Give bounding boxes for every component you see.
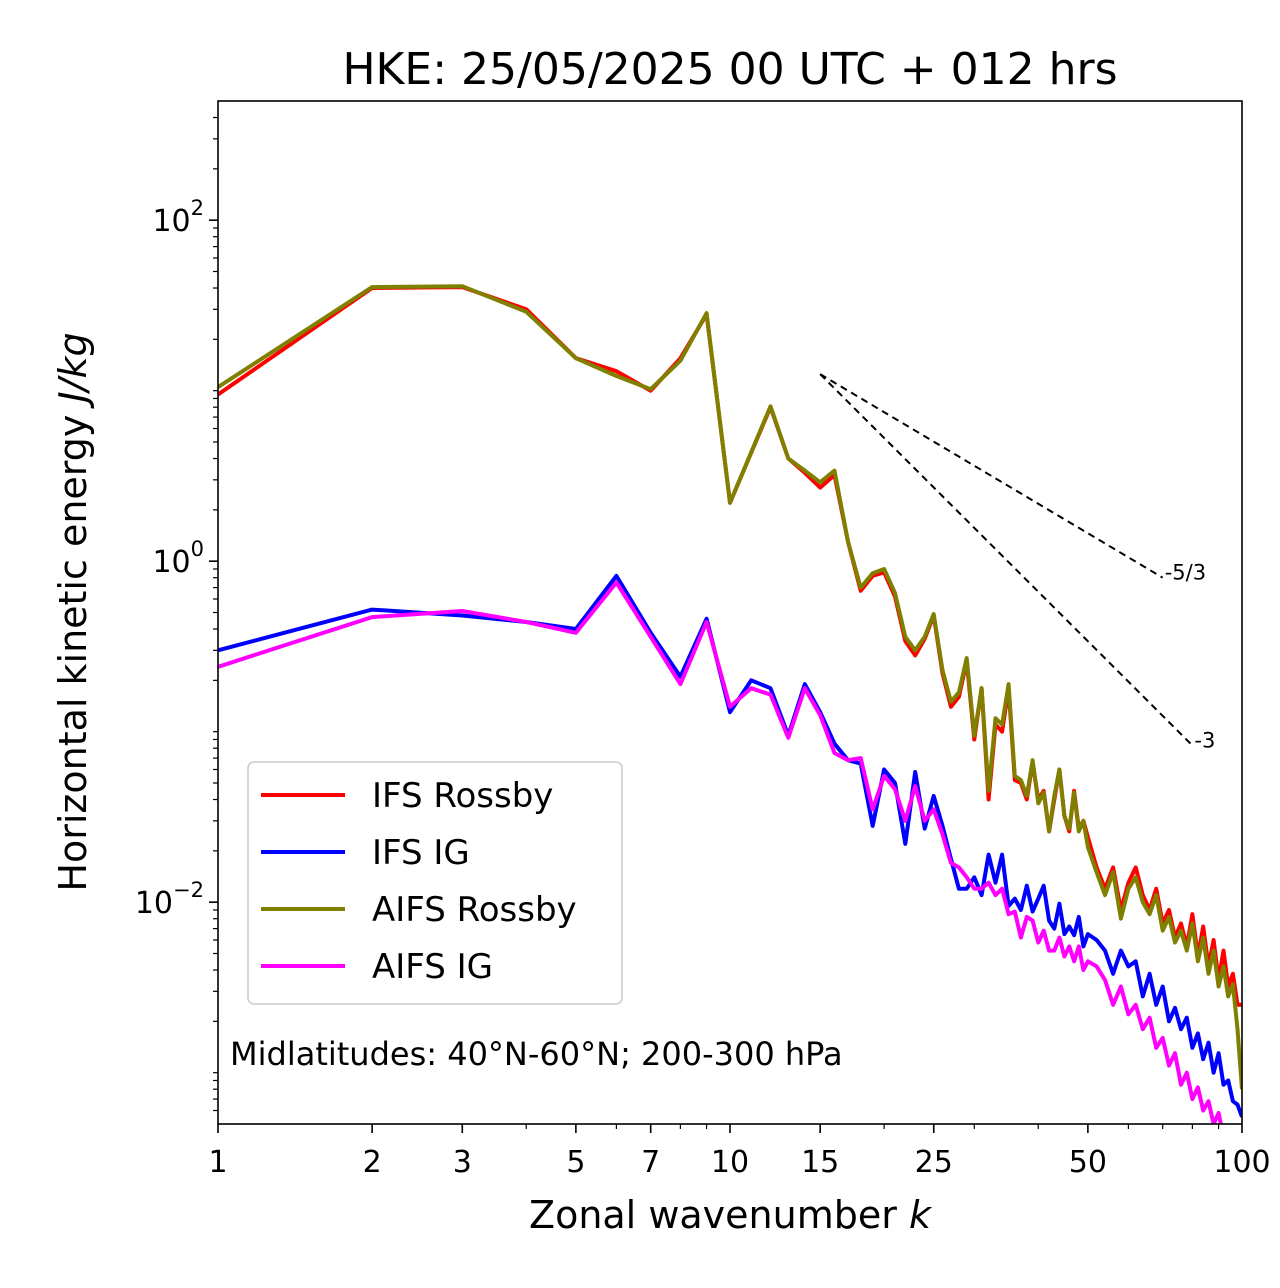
x-tick-label: 25 bbox=[915, 1145, 953, 1180]
reference-slope-label: -5/3 bbox=[1165, 561, 1206, 585]
y-tick-base: 10 bbox=[152, 204, 190, 239]
x-tick-label: 10 bbox=[711, 1145, 749, 1180]
legend: IFS Rossby IFS IG AIFS Rossby AIFS IG bbox=[247, 761, 623, 1005]
x-tick-label: 3 bbox=[453, 1145, 472, 1180]
reference-slope-lines: -5/3 -3 bbox=[819, 373, 1215, 752]
x-tick-label: 7 bbox=[641, 1145, 660, 1180]
series-line-aifs-rossby bbox=[218, 284, 1242, 1090]
y-tick-label: 100 bbox=[152, 537, 204, 580]
reference-slope-line bbox=[819, 373, 1164, 579]
reference-slope-line bbox=[819, 373, 1194, 747]
legend-label: IFS Rossby bbox=[372, 776, 553, 816]
x-axis-label-text: Zonal wavenumber bbox=[529, 1193, 909, 1237]
x-tick-label: 50 bbox=[1069, 1145, 1107, 1180]
y-tick-label: 10−2 bbox=[135, 878, 204, 921]
x-tick-label: 100 bbox=[1213, 1145, 1270, 1180]
series-lines bbox=[218, 284, 1242, 1124]
y-tick-exponent: 0 bbox=[191, 537, 204, 561]
legend-box bbox=[247, 761, 623, 1005]
x-tick-label: 2 bbox=[363, 1145, 382, 1180]
y-tick-base: 10 bbox=[135, 886, 173, 921]
y-tick-base: 10 bbox=[152, 545, 190, 580]
plot-frame bbox=[217, 100, 1243, 1125]
x-tick-label: 15 bbox=[801, 1145, 839, 1180]
y-axis-label-text: Horizontal kinetic energy bbox=[51, 403, 95, 892]
y-tick-exponent: 2 bbox=[191, 196, 204, 220]
y-tick-exponent: −2 bbox=[173, 878, 204, 902]
region-annotation: Midlatitudes: 40°N-60°N; 200-300 hPa bbox=[230, 1035, 843, 1073]
reference-slope-label: -3 bbox=[1194, 728, 1215, 752]
series-line-aifs-ig bbox=[218, 580, 1223, 1124]
x-axis-label-var: k bbox=[909, 1193, 933, 1237]
y-axis-label: Horizontal kinetic energy J/kg bbox=[51, 332, 95, 891]
x-tick-label: 1 bbox=[208, 1145, 227, 1180]
y-axis-label-unit: J/kg bbox=[51, 332, 95, 409]
x-tick-label: 5 bbox=[566, 1145, 585, 1180]
legend-label: AIFS Rossby bbox=[372, 890, 577, 930]
legend-label: IFS IG bbox=[372, 833, 470, 873]
chart-title: HKE: 25/05/2025 00 UTC + 012 hrs bbox=[342, 44, 1117, 95]
x-axis-label: Zonal wavenumber k bbox=[529, 1193, 933, 1237]
y-tick-label: 102 bbox=[152, 196, 204, 239]
legend-label: AIFS IG bbox=[372, 947, 493, 987]
